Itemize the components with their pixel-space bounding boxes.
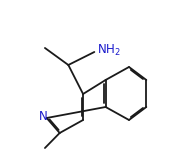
Text: N: N (39, 110, 48, 123)
Text: NH$_2$: NH$_2$ (97, 43, 121, 58)
